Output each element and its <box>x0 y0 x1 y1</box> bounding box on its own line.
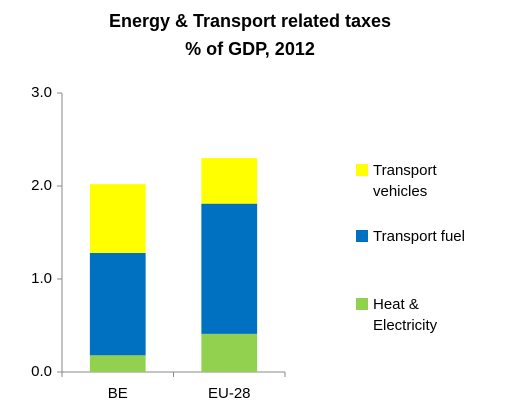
legend-label: Transport fuel <box>373 228 465 245</box>
legend-item: Transport fuel <box>356 226 481 247</box>
x-tick-label: BE <box>108 385 128 402</box>
bar-segment <box>89 252 146 356</box>
legend-label: Transport vehicles <box>373 162 437 200</box>
y-tick-label: 1.0 <box>31 270 52 287</box>
legend-label: Heat & Electricity <box>373 296 438 334</box>
bar-segment <box>201 203 258 334</box>
legend-item: Transport vehicles <box>356 160 481 202</box>
y-tick-label: 0.0 <box>31 363 52 380</box>
legend-swatch <box>356 230 368 242</box>
bar-segment <box>201 333 258 372</box>
legend-swatch <box>356 298 368 310</box>
x-tick-label: EU-28 <box>208 385 251 402</box>
chart-subtitle: % of GDP, 2012 <box>185 39 315 59</box>
y-tick-label: 3.0 <box>31 84 52 101</box>
legend-swatch <box>356 164 368 176</box>
bar-segment <box>89 184 146 253</box>
bar-segment <box>89 355 146 372</box>
chart-title: Energy & Transport related taxes <box>109 11 391 31</box>
y-tick-label: 2.0 <box>31 177 52 194</box>
bar-segment <box>201 158 258 204</box>
legend-item: Heat & Electricity <box>356 294 481 336</box>
